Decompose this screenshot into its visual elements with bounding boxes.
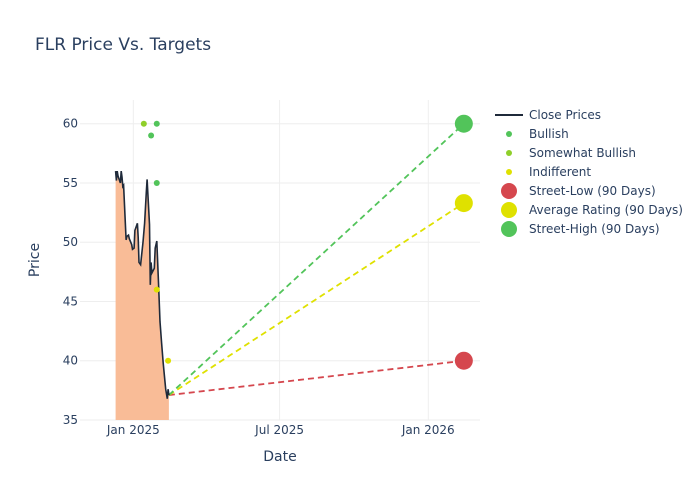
legend-dot-swatch — [506, 169, 512, 175]
price-area — [115, 171, 169, 420]
legend-dot-swatch — [501, 202, 517, 218]
legend-label: Indifferent — [529, 165, 591, 179]
legend-label: Close Prices — [529, 108, 601, 122]
rating-point — [148, 132, 155, 139]
legend-label: Somewhat Bullish — [529, 146, 636, 160]
legend-label: Bullish — [529, 127, 569, 141]
legend-dot-swatch — [501, 183, 517, 199]
legend-dot-swatch — [501, 221, 517, 237]
y-axis-ticks: 35 40 45 50 55 60 — [63, 117, 78, 427]
legend-label: Average Rating (90 Days) — [529, 203, 683, 217]
chart-title: FLR Price Vs. Targets — [35, 35, 211, 55]
y-tick-label: 45 — [63, 294, 78, 308]
y-tick-label: 35 — [63, 413, 78, 427]
target-line — [168, 123, 465, 396]
rating-point — [153, 120, 160, 127]
x-tick-label: Jan 2026 — [401, 423, 455, 437]
target-marker — [454, 114, 473, 133]
y-tick-label: 55 — [63, 176, 78, 190]
target-marker — [454, 351, 473, 370]
x-axis-title: Date — [263, 449, 296, 465]
legend-dot-swatch — [506, 131, 512, 137]
close-price-line — [114, 170, 170, 399]
target-markers — [454, 114, 473, 370]
target-lines — [168, 123, 465, 397]
close-price-area — [115, 171, 169, 420]
legend-dot-swatch — [506, 150, 512, 156]
rating-point — [165, 357, 172, 364]
price-series — [114, 170, 170, 399]
y-axis-title: Price — [27, 243, 43, 277]
x-axis-ticks: Jan 2025 Jul 2025 Jan 2026 — [106, 423, 455, 437]
rating-point — [153, 179, 160, 186]
x-tick-label: Jul 2025 — [254, 423, 304, 437]
x-tick-label: Jan 2025 — [106, 423, 160, 437]
legend: Close Prices Bullish Somewhat Bullish Indif… — [495, 108, 683, 237]
rating-points — [140, 120, 172, 364]
target-line — [168, 202, 465, 396]
legend-label: Street-High (90 Days) — [529, 222, 660, 236]
y-tick-label: 50 — [63, 235, 78, 249]
target-marker — [454, 194, 473, 213]
legend-label: Street-Low (90 Days) — [529, 184, 656, 198]
rating-point — [140, 120, 147, 127]
rating-point — [153, 286, 160, 293]
y-tick-label: 40 — [63, 354, 78, 368]
y-tick-label: 60 — [63, 117, 78, 131]
